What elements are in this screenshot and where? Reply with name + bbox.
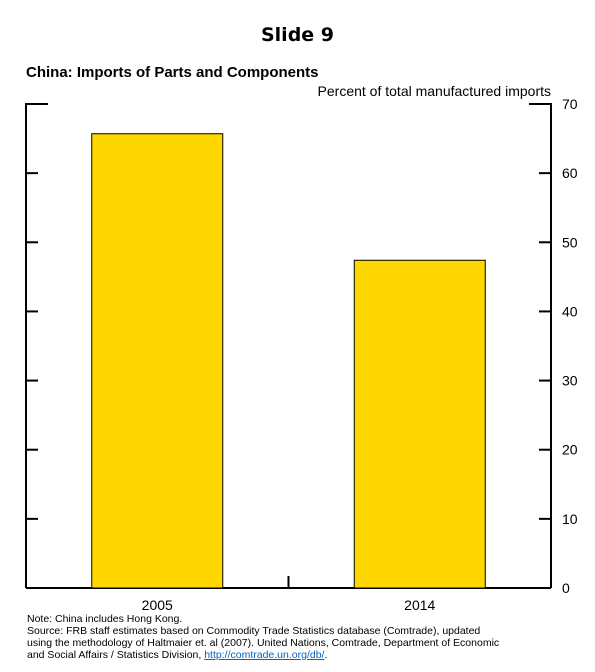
footnotes: Note: China includes Hong Kong. Source: …: [27, 613, 587, 661]
note-line: Note: China includes Hong Kong.: [27, 613, 183, 625]
labels-group: 0 10 20 30 40 50 60 70 2005 2014: [142, 96, 578, 613]
bars-group: [91, 133, 486, 589]
ticks-group: [26, 172, 551, 588]
source-text: and Social Affairs / Statistics Division…: [27, 649, 205, 661]
x-tick-label: 2014: [404, 597, 435, 613]
source-line: Source: FRB staff estimates based on Com…: [27, 625, 481, 637]
bar: [353, 259, 486, 589]
source-line: using the methodology of Haltmaier et. a…: [27, 637, 500, 649]
y-axis-units-label: Percent of total manufactured imports: [317, 83, 551, 99]
y-tick-label: 40: [562, 303, 578, 319]
y-tick-label: 30: [562, 373, 578, 389]
x-tick-label: 2005: [142, 597, 173, 613]
y-tick-label: 50: [562, 234, 578, 250]
y-tick-label: 20: [562, 442, 578, 458]
y-tick-label: 70: [562, 96, 578, 112]
slide-title: Slide 9: [260, 24, 335, 46]
y-tick-label: 0: [562, 580, 570, 596]
y-tick-label: 60: [562, 165, 578, 181]
bar: [91, 133, 224, 589]
source-text: .: [324, 649, 328, 661]
y-tick-label: 10: [562, 511, 578, 527]
comtrade-link[interactable]: http://comtrade.un.org/db/: [204, 649, 325, 661]
source-line: and Social Affairs / Statistics Division…: [27, 649, 587, 661]
chart-title: China: Imports of Parts and Components: [26, 64, 319, 81]
